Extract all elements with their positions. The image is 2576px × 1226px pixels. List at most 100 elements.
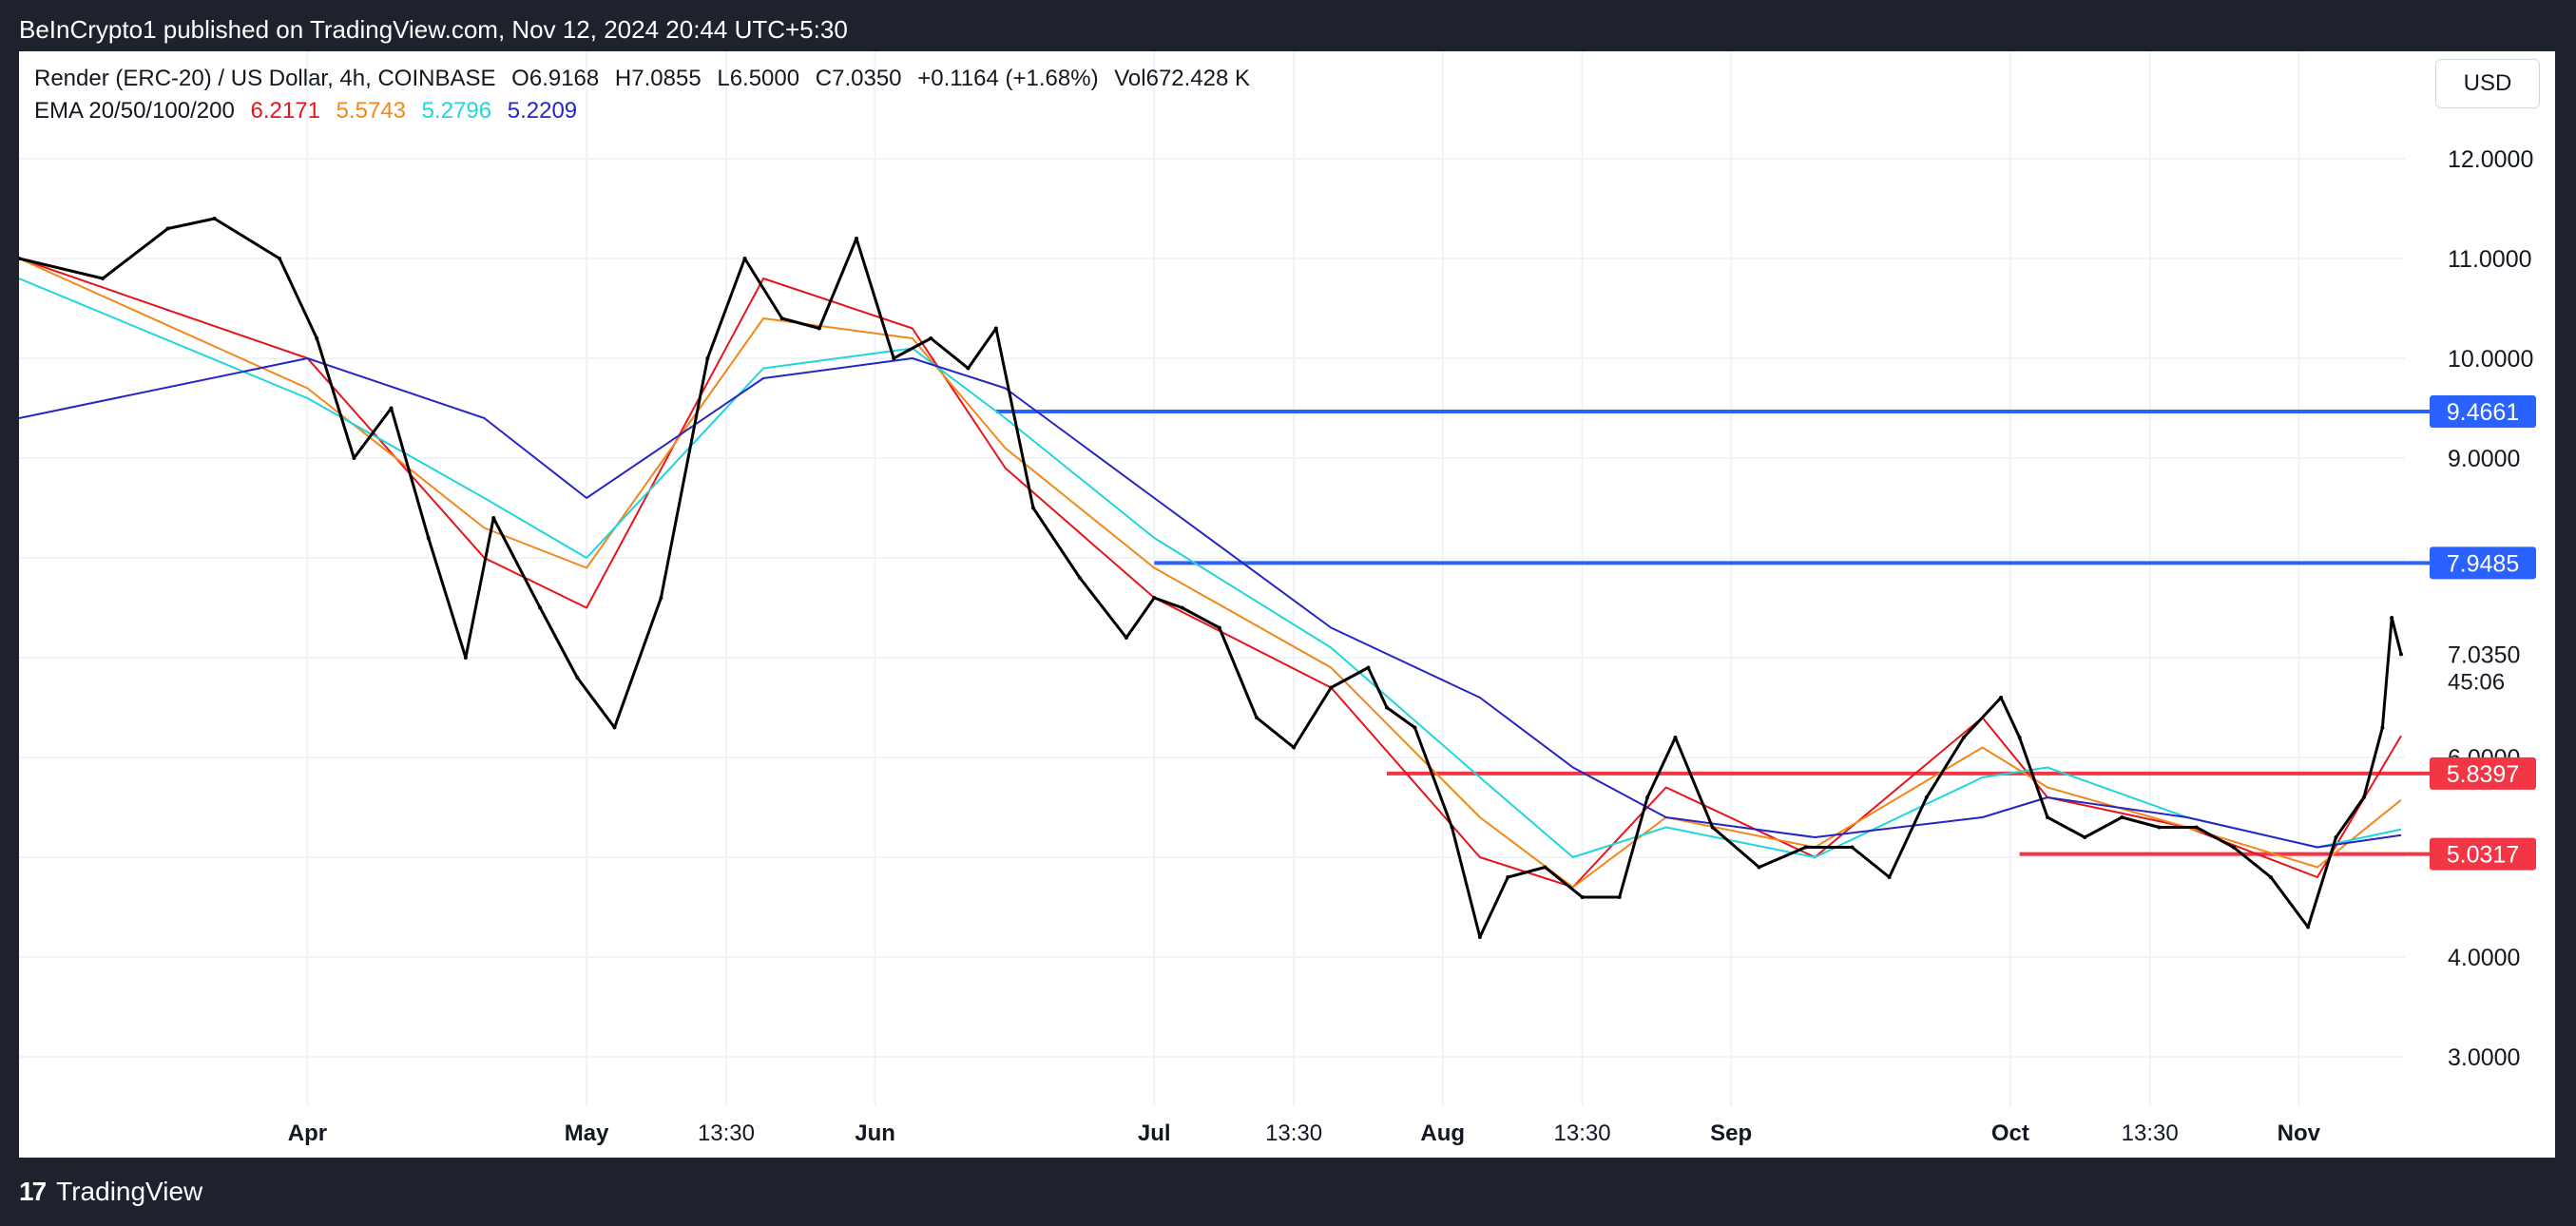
x-tick-label: Apr — [288, 1121, 327, 1146]
price-point — [779, 316, 784, 320]
current-price-label: 7.0350 — [2448, 642, 2520, 668]
price-point — [705, 356, 710, 360]
price-point — [101, 277, 106, 280]
price-point — [1180, 605, 1184, 610]
price-point — [1543, 865, 1548, 870]
price-point — [2268, 875, 2273, 879]
price-point — [2194, 825, 2199, 830]
currency-button[interactable]: USD — [2435, 59, 2540, 108]
level-tag-label: 9.4661 — [2447, 399, 2519, 426]
ema20-value: 6.2171 — [250, 98, 320, 124]
symbol-label[interactable]: Render (ERC-20) / US Dollar, 4h, COINBAS… — [34, 66, 496, 91]
publish-info: BeInCrypto1 published on TradingView.com… — [19, 15, 848, 44]
price-point — [892, 356, 896, 360]
x-tick-label: Jun — [855, 1121, 895, 1146]
price-point — [315, 336, 319, 340]
x-tick-label: May — [565, 1121, 609, 1146]
support-level-tag — [2430, 837, 2536, 871]
close-value: C7.0350 — [815, 66, 902, 91]
volume-value: Vol672.428 K — [1114, 66, 1251, 91]
price-point — [212, 217, 217, 220]
price-chart[interactable]: Apr May 13:30 Jun Jul 13:30 Aug 13:30 Sep Oct 13:3… — [19, 51, 2555, 1158]
price-point — [1961, 736, 1966, 739]
price-point — [2120, 815, 2124, 819]
price-point — [1124, 636, 1128, 640]
y-tick-label: 10.0000 — [2448, 346, 2533, 373]
price-point — [575, 676, 580, 680]
price-point — [742, 257, 747, 260]
price-point — [1506, 875, 1510, 879]
price-point — [1031, 506, 1036, 510]
ema200-value: 5.2209 — [507, 98, 578, 124]
price-point — [2083, 835, 2087, 839]
ema-lines — [19, 258, 2402, 889]
resistance-level-tag — [2430, 546, 2536, 580]
chart-area[interactable]: Apr May 13:30 Jun Jul 13:30 Aug 13:30 Sep Oct 13:3… — [19, 51, 2555, 1158]
price-point — [2334, 835, 2338, 839]
price-point — [1999, 696, 2004, 699]
price-point — [966, 366, 971, 371]
price-point — [1673, 736, 1678, 739]
price-series — [19, 217, 2403, 939]
tradingview-logo-icon[interactable]: 17 — [19, 1177, 47, 1206]
x-tick-label: 13:30 — [698, 1121, 755, 1146]
price-point — [659, 596, 663, 600]
price-point — [1217, 625, 1221, 630]
y-tick-label: 4.0000 — [2448, 945, 2520, 971]
x-tick-label: Nov — [2278, 1121, 2321, 1146]
price-point — [491, 516, 496, 520]
chart-legend: Render (ERC-20) / US Dollar, 4h, COINBAS… — [34, 63, 1259, 127]
x-tick-label: 13:30 — [1265, 1121, 1322, 1146]
price-point — [1617, 895, 1622, 899]
price-point — [1803, 845, 1808, 850]
price-point — [2399, 652, 2403, 657]
x-tick-label: Jul — [1138, 1121, 1171, 1146]
x-tick-label: Oct — [1991, 1121, 2029, 1146]
price-point — [2380, 725, 2385, 730]
price-point — [817, 326, 821, 331]
price-point — [1924, 795, 1929, 799]
price-point — [1254, 716, 1259, 719]
level-tag-label: 5.0317 — [2447, 842, 2519, 869]
x-tick-label: 13:30 — [1554, 1121, 1611, 1146]
y-tick-label: 3.0000 — [2448, 1044, 2520, 1071]
price-point — [2361, 795, 2366, 799]
price-point — [1850, 845, 1855, 850]
price-line — [19, 217, 2403, 939]
ema100-value: 5.2796 — [421, 98, 492, 124]
change-value: +0.1164 (+1.68%) — [917, 66, 1099, 91]
price-point — [426, 536, 431, 540]
price-point — [1710, 825, 1715, 830]
price-point — [1887, 875, 1892, 879]
price-point — [1366, 665, 1371, 670]
price-point — [1152, 596, 1157, 600]
price-point — [278, 257, 282, 260]
price-point — [2306, 925, 2311, 929]
price-point — [1292, 745, 1297, 750]
ema-line-4 — [19, 357, 2402, 849]
price-point — [1077, 576, 1082, 580]
y-tick-label: 11.0000 — [2448, 246, 2532, 273]
price-point — [2157, 825, 2162, 830]
ema50-value: 5.5743 — [336, 98, 406, 124]
ema-line-2 — [19, 258, 2402, 889]
ema-line-1 — [19, 258, 2402, 889]
price-point — [165, 226, 170, 231]
horizontal-levels — [995, 410, 2430, 856]
price-point — [993, 326, 998, 331]
support-level-tag — [2430, 757, 2536, 790]
ema-label[interactable]: EMA 20/50/100/200 — [34, 98, 235, 124]
price-point — [1329, 685, 1334, 690]
price-point — [538, 605, 543, 610]
price-point — [1645, 795, 1650, 799]
brand-name[interactable]: TradingView — [56, 1177, 203, 1206]
price-point — [2231, 845, 2236, 850]
low-value: L6.5000 — [717, 66, 800, 91]
countdown-timer: 45:06 — [2448, 669, 2505, 695]
price-point — [855, 237, 859, 240]
price-point — [352, 456, 356, 460]
open-value: O6.9168 — [511, 66, 600, 91]
y-tick-label: 9.0000 — [2448, 446, 2520, 472]
y-axis-ticks: 12.000011.000010.00009.00004.00003.00006… — [2448, 146, 2533, 1071]
